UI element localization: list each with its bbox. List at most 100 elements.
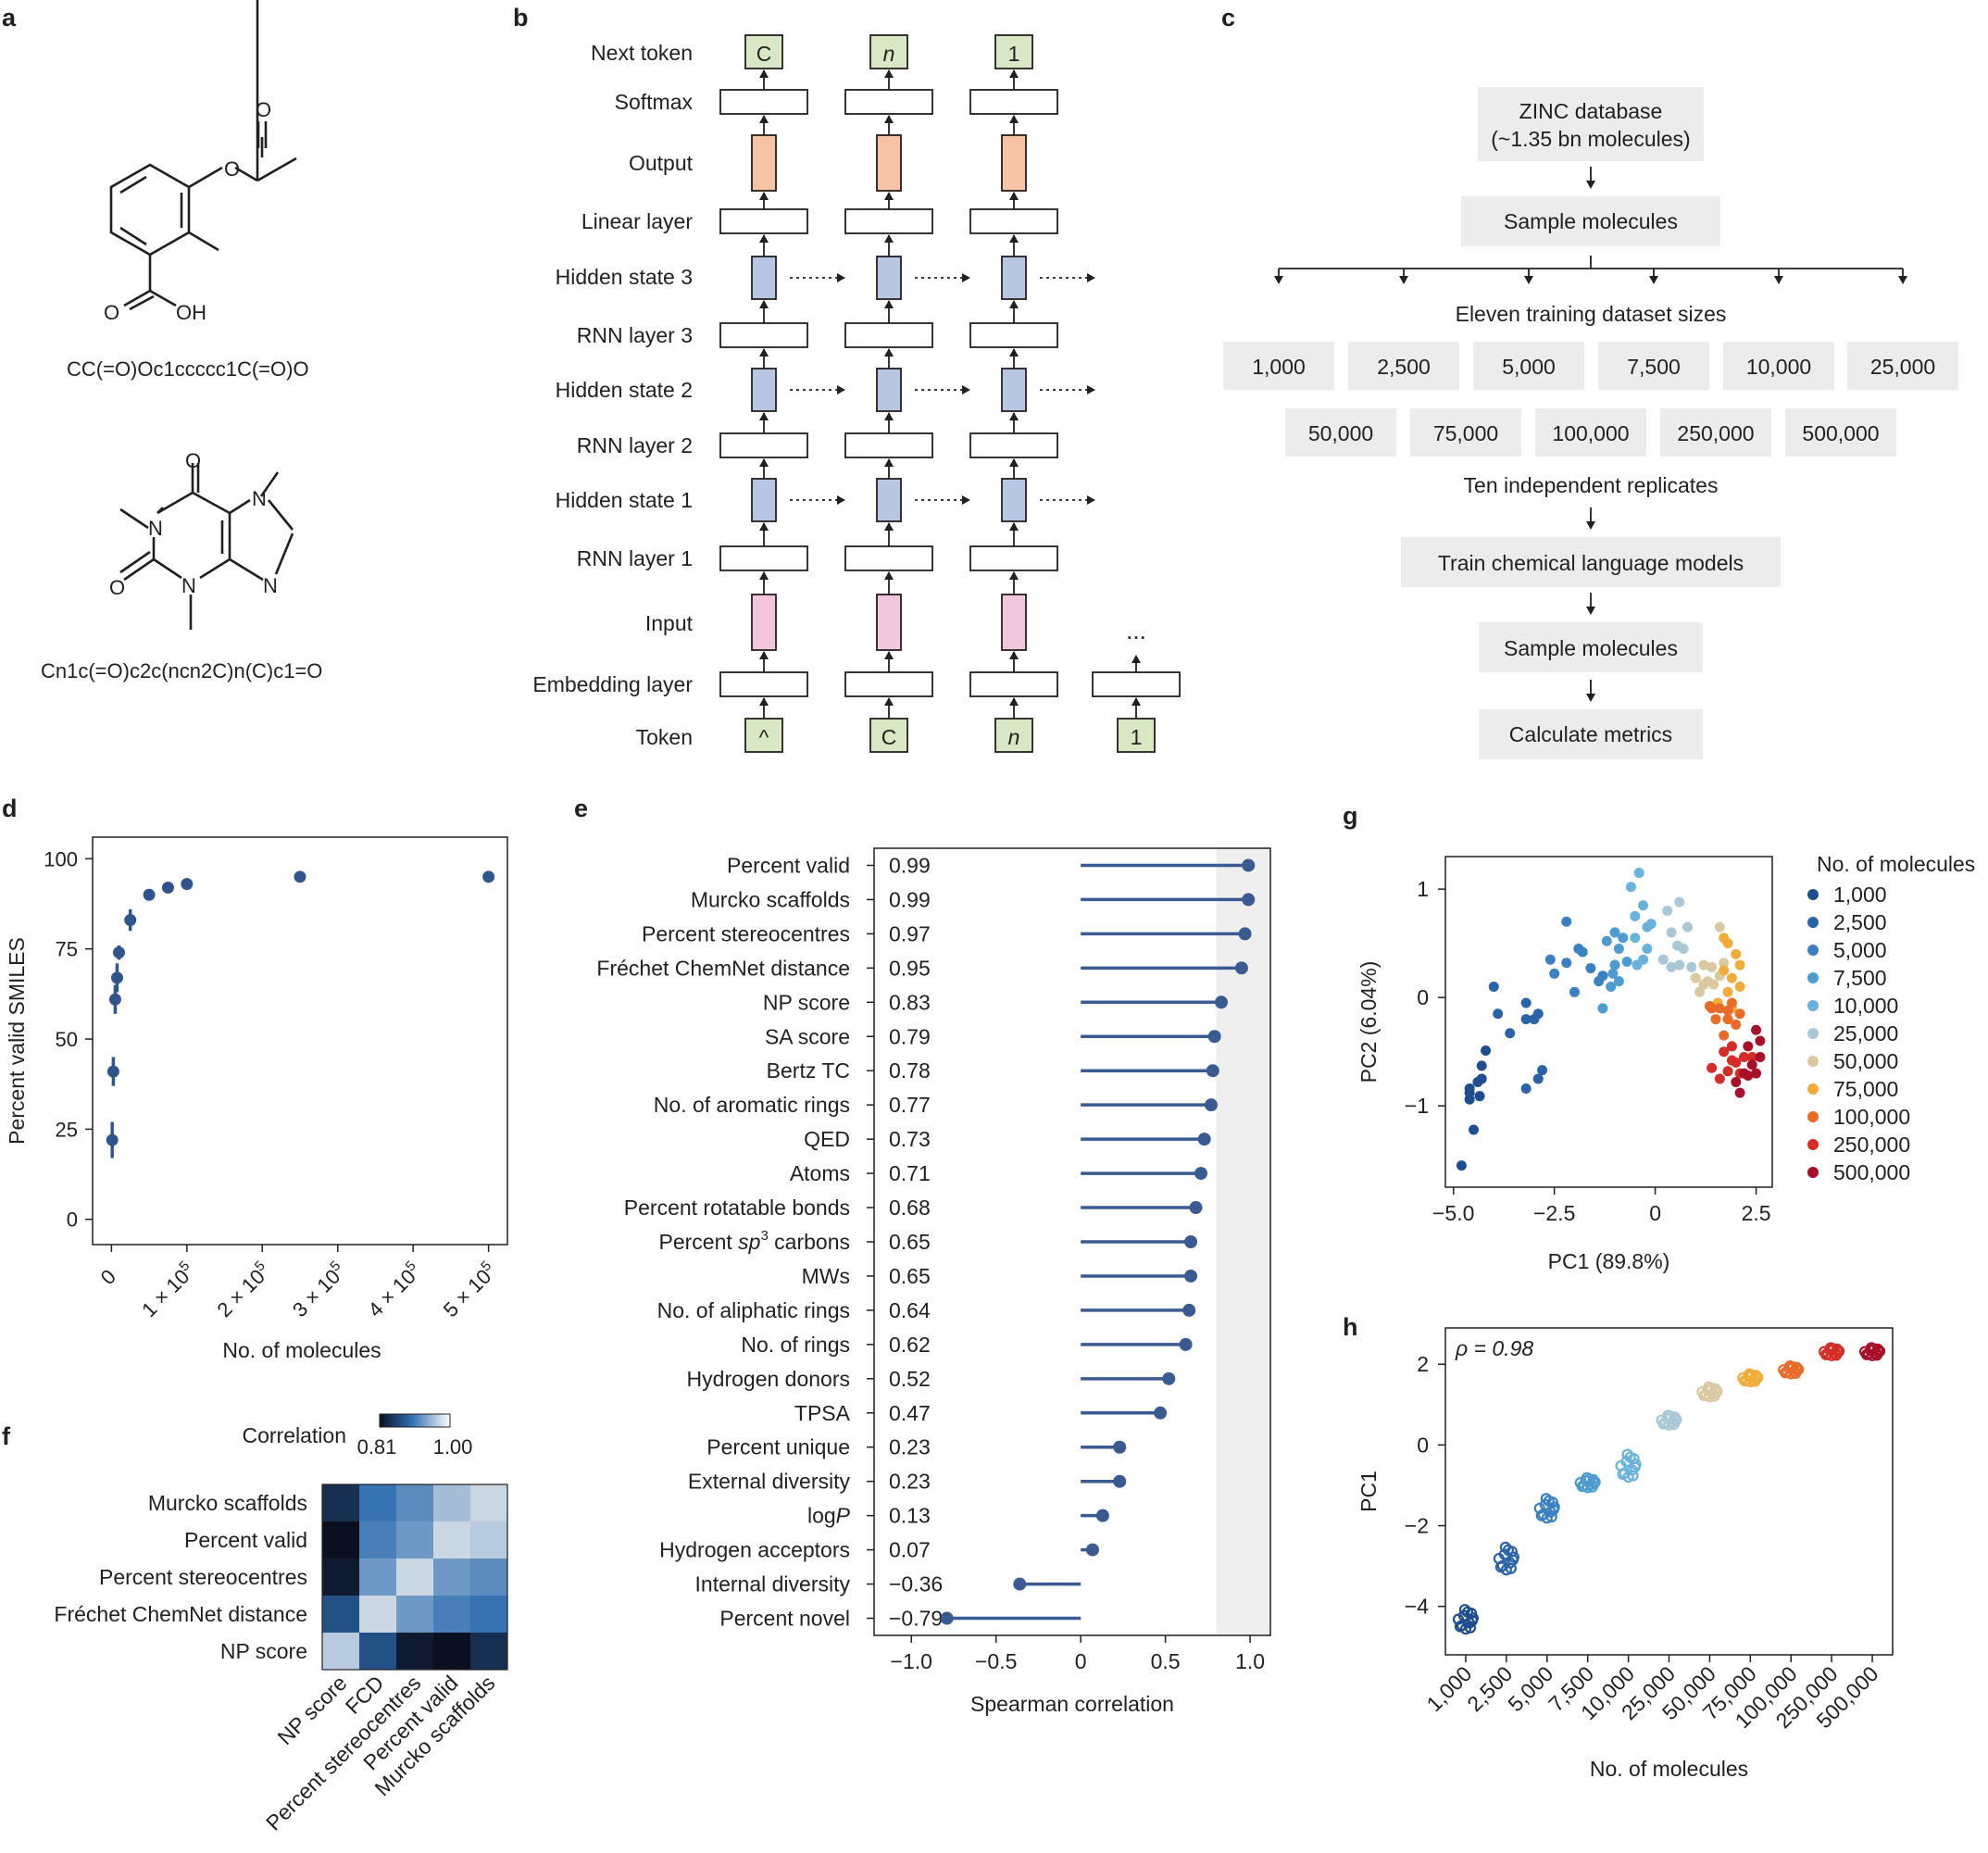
plot-frame	[873, 847, 1271, 1636]
row-label: RNN layer 1	[577, 546, 693, 570]
next-token: 1	[1008, 42, 1020, 66]
data-point	[1666, 927, 1677, 938]
data-point	[1499, 1541, 1511, 1553]
data-point	[1714, 921, 1725, 933]
caffeine-n9: N	[263, 574, 278, 597]
size-label: 10,000	[1746, 355, 1811, 379]
data-point	[1731, 1076, 1742, 1087]
up-arrow-head	[759, 697, 769, 706]
embedding-layer-box	[844, 671, 933, 697]
row-label: Embedding layer	[532, 672, 693, 696]
data-point	[124, 914, 137, 927]
value-label: 0.65	[889, 1264, 931, 1288]
row-label-part: 3	[760, 1228, 768, 1244]
data-point	[1751, 1068, 1762, 1079]
y-tick-label: 2	[1417, 1352, 1429, 1376]
value-label: 0.79	[889, 1024, 931, 1048]
heatmap-row-label: Percent valid	[184, 1528, 307, 1552]
smiles-caffeine: Cn1c(=O)c2c(ncn2C)n(C)c1=O	[41, 659, 322, 682]
y-tick-label: 50	[56, 1028, 78, 1051]
size-label: 1,000	[1252, 355, 1306, 379]
lollipop-dot	[1154, 1406, 1168, 1420]
panel-f: f Correlation 0.81 1.00 Murcko scaffolds Per…	[2, 1413, 508, 1835]
size-box	[1285, 408, 1396, 457]
row-label: Hydrogen acceptors	[659, 1538, 850, 1562]
output-box	[1001, 134, 1027, 192]
legend-marker	[1807, 1056, 1819, 1067]
rnn-layer-2-box	[969, 432, 1058, 458]
row-label: Softmax	[615, 90, 694, 114]
hidden-state-1-box	[1001, 478, 1027, 522]
size-box	[1473, 342, 1584, 390]
rho-annotation: ρ = 0.98	[1455, 1336, 1533, 1360]
legend-label: 5,000	[1833, 938, 1887, 962]
row-label: Atoms	[790, 1161, 850, 1185]
heatmap-cell	[322, 1521, 359, 1559]
zinc-database-box	[1478, 87, 1704, 161]
up-arrow-head	[884, 192, 894, 200]
data-point	[1597, 970, 1608, 982]
data-point	[1609, 959, 1620, 970]
row-label: Bertz TC	[767, 1058, 850, 1083]
heatmap-cell	[433, 1596, 470, 1633]
embedding-layer-box	[969, 671, 1058, 697]
flow-arrow-head	[1274, 276, 1283, 284]
size-box	[1223, 342, 1334, 390]
x-tick-label: −0.5	[975, 1649, 1017, 1673]
row-label: logP	[807, 1504, 851, 1528]
data-point	[1601, 935, 1612, 946]
lollipop-dot	[1182, 1303, 1196, 1317]
legend-marker	[1807, 1000, 1819, 1011]
data-point	[1722, 1005, 1733, 1016]
x-axis-label: Spearman correlation	[970, 1692, 1174, 1716]
lollipop-dot	[1206, 1064, 1219, 1078]
lollipop-dot	[1242, 858, 1256, 872]
row-label: Percent valid	[727, 853, 850, 877]
heatmap-row-label: NP score	[220, 1639, 307, 1663]
lollipop-dot	[1162, 1371, 1176, 1385]
x-tick-label: −5.0	[1432, 1201, 1474, 1225]
caffeine-n3: N	[181, 574, 196, 597]
softmax-box	[719, 89, 808, 115]
value-label: 0.23	[889, 1435, 931, 1459]
row-label: Percent rotatable bonds	[624, 1196, 850, 1220]
size-box	[1723, 342, 1834, 390]
up-arrow-head	[759, 571, 769, 580]
data-point	[1734, 1087, 1745, 1098]
up-arrow-head	[1009, 234, 1019, 243]
rnn-layer-1-box	[719, 545, 808, 571]
data-point	[181, 878, 194, 891]
value-label: 0.99	[889, 887, 931, 911]
data-point	[1621, 1448, 1633, 1460]
train-box	[1401, 537, 1781, 587]
data-point	[1755, 1052, 1766, 1063]
dotted-arrow-head	[837, 273, 845, 282]
row-label: Percent sp3 carbons	[658, 1228, 850, 1254]
data-point	[1734, 981, 1745, 992]
value-label: 0.78	[889, 1058, 931, 1083]
data-point	[1707, 961, 1718, 972]
flow-arrow-head	[1649, 276, 1658, 284]
legend-marker	[1807, 1028, 1819, 1039]
legend-label: 25,000	[1833, 1021, 1898, 1045]
data-point	[1613, 943, 1624, 954]
data-point	[1722, 1014, 1733, 1025]
legend-colorbar	[379, 1413, 451, 1428]
data-point	[1751, 1372, 1763, 1384]
row-label: Percent novel	[719, 1607, 850, 1631]
heatmap-cell	[322, 1596, 359, 1633]
next-token-box	[869, 34, 908, 69]
y-tick-label: 75	[56, 938, 78, 961]
data-point	[1657, 954, 1669, 965]
data-point	[1537, 1065, 1548, 1076]
legend-label: 50,000	[1833, 1049, 1898, 1073]
heatmap-cell	[359, 1633, 396, 1670]
data-point	[1476, 1073, 1487, 1084]
legend-label: 2,500	[1833, 910, 1887, 934]
rnn-layer-1-box	[844, 545, 933, 571]
x-tick-label: 0.5	[1151, 1649, 1181, 1673]
heatmap-cell	[396, 1559, 433, 1596]
row-label: TPSA	[794, 1401, 851, 1425]
value-label: −0.36	[889, 1572, 943, 1596]
size-label: 500,000	[1802, 421, 1879, 445]
